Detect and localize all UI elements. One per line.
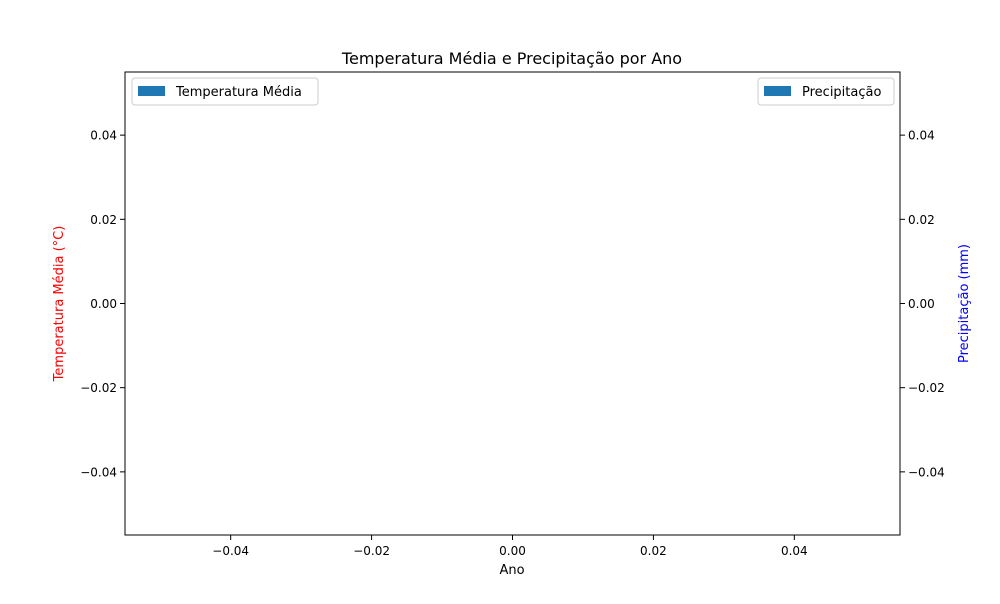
y-right-tick-label: −0.04 (908, 465, 945, 479)
plot-area-frame (124, 71, 901, 536)
legend-right-label: Precipitação (802, 85, 881, 100)
y-left-axis-label: Temperatura Média (°C) (52, 226, 67, 383)
y-left-axis-ticks: 0.04 0.02 0.00 −0.02 −0.04 (80, 129, 125, 479)
y-left-tick-label: −0.02 (80, 381, 117, 395)
x-axis-label: Ano (499, 563, 524, 578)
y-right-axis-ticks: 0.04 0.02 0.00 −0.02 −0.04 (900, 129, 945, 479)
x-tick-label: 0.02 (640, 544, 667, 558)
y-left-tick-label: 0.00 (90, 297, 117, 311)
x-tick-label: −0.02 (353, 544, 390, 558)
legend-left-swatch (138, 86, 165, 96)
legend-right-swatch (764, 86, 791, 96)
y-left-tick-label: 0.04 (90, 129, 117, 143)
x-axis-ticks: −0.04 −0.02 0.00 0.02 0.04 (212, 535, 808, 558)
legend-left: Temperatura Média (131, 77, 319, 106)
y-left-tick-label: 0.02 (90, 213, 117, 227)
x-tick-label: −0.04 (212, 544, 249, 558)
y-right-tick-label: −0.02 (908, 381, 945, 395)
x-tick-label: 0.00 (499, 544, 526, 558)
legend-right: Precipitação (757, 77, 895, 106)
legend-right-box (757, 77, 895, 106)
y-right-tick-label: 0.02 (908, 213, 935, 227)
y-left-tick-label: −0.04 (80, 465, 117, 479)
y-right-axis-label: Precipitação (mm) (957, 244, 972, 363)
y-right-tick-label: 0.04 (908, 129, 935, 143)
legend-left-box (131, 77, 319, 106)
y-right-tick-label: 0.00 (908, 297, 935, 311)
chart-title: Temperatura Média e Precipitação por Ano (341, 49, 682, 68)
legend-left-label: Temperatura Média (175, 85, 302, 100)
x-tick-label: 0.04 (781, 544, 808, 558)
